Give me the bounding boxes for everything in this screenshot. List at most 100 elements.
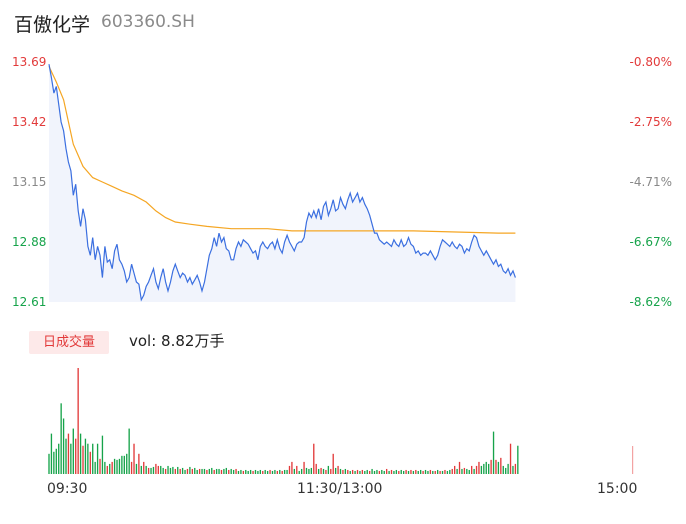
volume-bar (201, 468, 203, 474)
volume-bar (315, 463, 317, 474)
volume-summary: vol: 8.82万手 (129, 332, 225, 350)
volume-bar (82, 445, 84, 474)
volume-bar (339, 468, 342, 474)
volume-bar (388, 470, 390, 474)
volume-bar (432, 470, 434, 474)
volume-bar (451, 468, 453, 474)
volume-bar (456, 468, 458, 474)
volume-bar (332, 453, 334, 474)
volume-bar (300, 468, 303, 474)
volume-bar (296, 465, 298, 474)
volume-bar (72, 428, 74, 474)
volume-bar (104, 461, 106, 474)
volume-bar (179, 468, 181, 474)
volume-bar (402, 470, 405, 474)
volume-bar (390, 469, 393, 474)
volume-bar (478, 461, 480, 474)
volume-bar (198, 468, 201, 474)
volume-bar (113, 458, 116, 474)
volume-bar (118, 458, 121, 474)
volume-bar (368, 470, 371, 474)
volume-bar (441, 470, 444, 474)
volume-bar (218, 468, 220, 474)
volume-bar (483, 463, 485, 474)
volume-bar (203, 468, 206, 474)
volume-bar (206, 469, 208, 474)
volume-bar (366, 469, 368, 474)
volume-bar (310, 467, 313, 474)
volume-bar (454, 465, 456, 474)
volume-bar (96, 443, 99, 474)
volume-bar (473, 468, 475, 474)
volume-bar (337, 465, 339, 474)
volume-bar (334, 467, 337, 474)
volume-bar (407, 470, 410, 474)
volume-bar (220, 469, 223, 474)
volume-bar (500, 457, 502, 474)
volume-bar (99, 458, 101, 474)
volume-bar (488, 463, 490, 474)
volume-bar (383, 470, 385, 474)
volume-bar (385, 468, 388, 474)
volume-bar (191, 468, 193, 474)
volume-bar (53, 451, 55, 474)
volume-bar (507, 463, 509, 474)
volume-bar (208, 468, 210, 474)
volume-bar (230, 468, 232, 474)
volume-bar (242, 470, 245, 474)
volume-bar (177, 466, 179, 474)
volume-bar (152, 466, 155, 474)
volume-bar (228, 469, 230, 474)
volume-bar (225, 467, 227, 474)
volume-bar (303, 461, 305, 474)
volume-bar (162, 467, 164, 474)
volume-bar (274, 469, 276, 474)
volume-bar (79, 433, 82, 474)
volume-bar (439, 470, 441, 474)
pct-tick-4: -8.62% (629, 295, 672, 309)
volume-bar (235, 468, 237, 474)
volume-bar (308, 468, 310, 474)
volume-bar (344, 468, 347, 474)
volume-bar (434, 470, 436, 474)
volume-bar (215, 468, 218, 474)
volume-bar (262, 470, 264, 474)
volume-bar (381, 469, 383, 474)
volume-bar (237, 470, 240, 474)
volume-bar (213, 469, 215, 474)
volume-bar (405, 469, 407, 474)
volume-bar (126, 453, 128, 474)
volume-bar (417, 470, 419, 474)
volume-bar (48, 453, 50, 474)
volume-bar (359, 470, 361, 474)
volume-bar (257, 470, 259, 474)
x-tick-midday: 11:30/13:00 (297, 481, 383, 497)
volume-bar (419, 469, 422, 474)
volume-bar (266, 470, 269, 474)
volume-bar (279, 469, 281, 474)
volume-bar (322, 468, 325, 474)
volume-bar (463, 467, 466, 474)
volume-badge: 日成交量 (29, 331, 109, 354)
volume-bar (371, 468, 373, 474)
volume-bar (259, 469, 262, 474)
volume-bar (249, 469, 252, 474)
volume-bar (325, 469, 327, 474)
volume-bar (424, 469, 427, 474)
volume-bar (271, 470, 274, 474)
volume-bar (150, 467, 152, 474)
volume-bar (254, 469, 257, 474)
volume-bar (342, 469, 344, 474)
volume-bar (376, 469, 378, 474)
volume-bar (305, 467, 308, 474)
volume-bar (276, 470, 279, 474)
volume-bar (378, 470, 381, 474)
volume-bar (160, 465, 162, 474)
volume-bar (174, 468, 176, 474)
volume-bar (143, 461, 145, 474)
volume-bar (145, 465, 147, 474)
volume-bar (50, 433, 53, 474)
volume-bar (109, 463, 111, 474)
volume-bar (140, 465, 142, 474)
